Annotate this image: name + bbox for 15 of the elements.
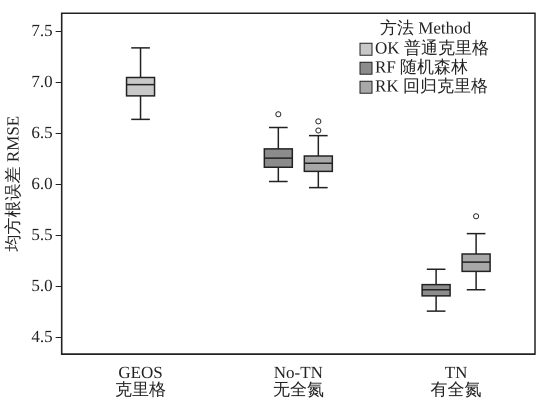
y-tick-label: 7.5 [31, 21, 53, 40]
x-tick-label: GEOS 克里格 [115, 362, 166, 399]
legend-title: 方法 Method [380, 18, 472, 38]
legend-label: OK 普通克里格 [375, 38, 489, 58]
legend-label: RF 随机森林 [375, 58, 468, 77]
x-tick-label: No-TN 无全氮 [272, 362, 324, 399]
y-tick-label: 4.5 [31, 327, 53, 346]
x-tick-label: TN 有全氮 [430, 362, 482, 399]
y-tick-label: 6.5 [31, 123, 53, 142]
y-tick-label: 7.0 [31, 72, 53, 92]
y-tick-label: 5.0 [31, 276, 53, 296]
legend-label: RK 回归克里格 [375, 76, 488, 96]
y-tick-label: 6.0 [31, 174, 53, 194]
y-axis-title: 均方根误差 RMSE [4, 116, 23, 252]
y-tick-label: 5.5 [31, 225, 53, 244]
